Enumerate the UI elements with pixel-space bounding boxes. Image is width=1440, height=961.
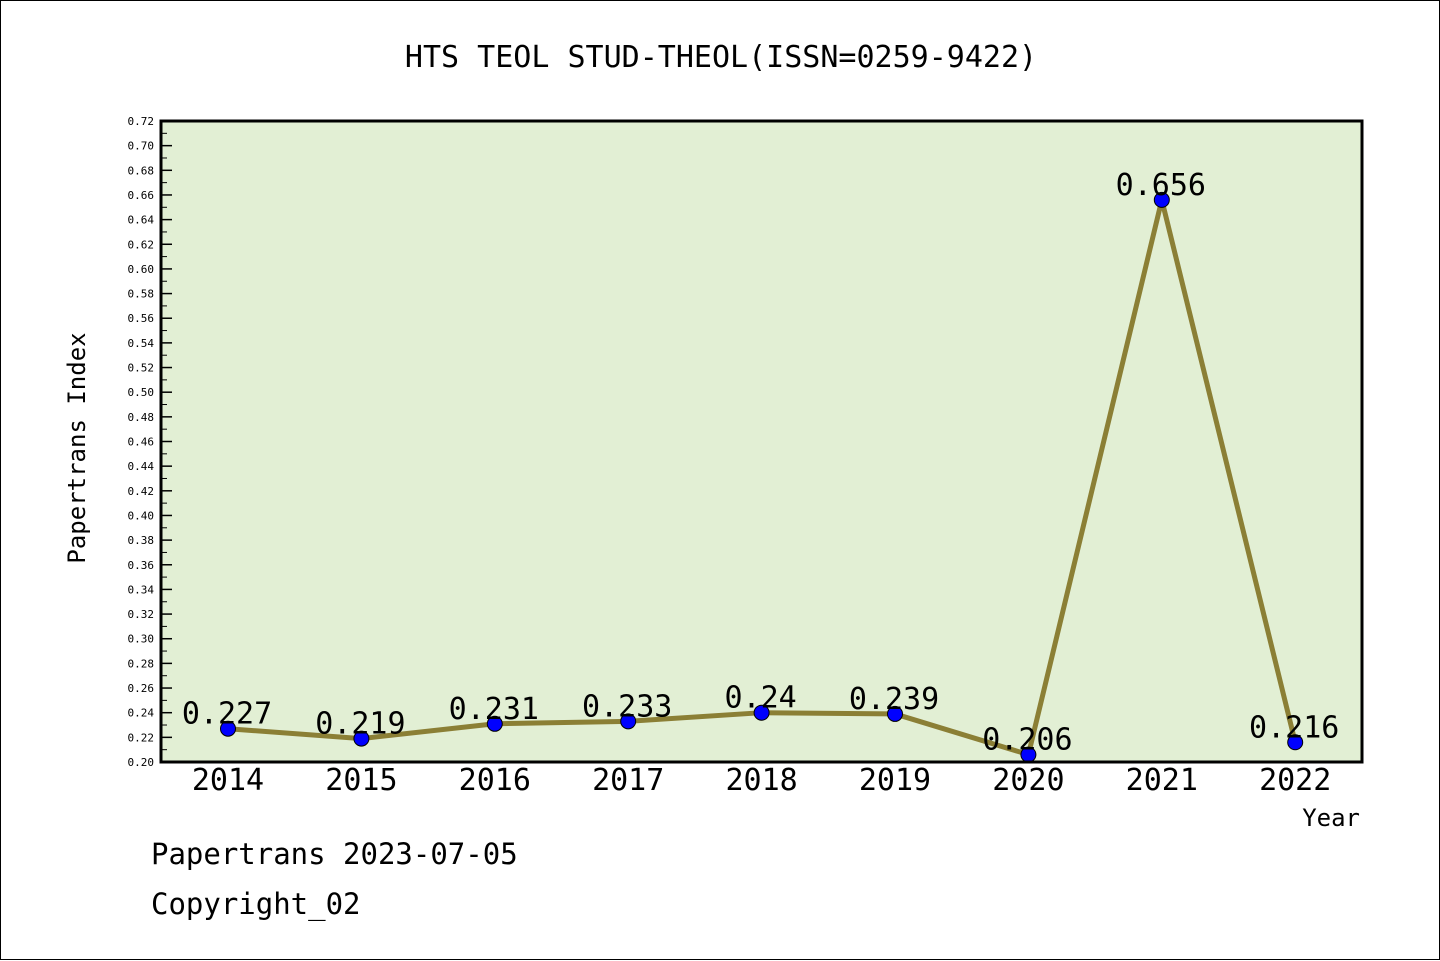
x-tick-label: 2014 [192, 763, 264, 798]
y-tick-label: 0.60 [128, 263, 155, 276]
data-label: 0.233 [582, 689, 672, 724]
series-group [220, 191, 1304, 763]
x-tick-label: 2016 [459, 763, 531, 798]
y-tick-label: 0.22 [128, 731, 155, 744]
y-tick-label: 0.50 [128, 386, 155, 399]
data-point [353, 730, 370, 747]
y-tick-label: 0.54 [128, 337, 155, 350]
data-point [620, 713, 637, 730]
data-point [1287, 734, 1304, 751]
y-tick-label: 0.26 [128, 682, 155, 695]
x-tick-label: 2019 [859, 763, 931, 798]
y-tick-label: 0.34 [128, 583, 155, 596]
y-tick-label: 0.70 [128, 140, 155, 153]
footer-date: Papertrans 2023-07-05 [151, 837, 518, 871]
x-tick-label: 2018 [725, 763, 797, 798]
data-label-group: 0.227 0.219 0.231 0.233 0.24 0.239 0.206 0.656 0… [182, 168, 1340, 758]
y-tick-label: 0.62 [128, 238, 155, 251]
plot-area [161, 121, 1362, 762]
data-point [887, 705, 903, 722]
footer-copyright: Copyright_02 [151, 887, 361, 922]
y-tick-label: 0.46 [128, 436, 155, 449]
y-tick-label: 0.58 [128, 288, 155, 301]
y-tick-label: 0.42 [128, 485, 155, 498]
y-tick-label: 0.38 [128, 534, 155, 547]
data-label: 0.216 [1249, 710, 1339, 745]
x-tick-label: 2017 [592, 763, 664, 798]
data-point [1153, 191, 1170, 208]
data-label: 0.206 [982, 723, 1072, 758]
y-tick-label: 0.64 [128, 214, 155, 227]
data-point [753, 704, 770, 721]
x-tick-label: 2022 [1259, 763, 1331, 798]
x-axis-label: Year [1302, 804, 1360, 832]
data-label: 0.239 [849, 682, 939, 717]
y-axis-label: Papertrans Index [63, 332, 91, 563]
data-point [220, 720, 236, 737]
data-label: 0.24 [724, 681, 796, 716]
y-tick-label: 0.48 [128, 411, 155, 424]
y-tick-label: 0.20 [128, 756, 155, 769]
data-label: 0.219 [315, 707, 405, 742]
y-tick-label: 0.32 [128, 608, 155, 621]
chart-title: HTS TEOL STUD-THEOL(ISSN=0259-9422) [405, 40, 1037, 75]
y-axis: 0.20 0.22 0.24 0.26 0.28 0.30 0.32 0.34 0.36 0.38… [128, 115, 172, 769]
y-tick-label: 0.68 [128, 164, 155, 177]
x-tick-label: 2020 [992, 763, 1064, 798]
x-axis: 2014 2015 2016 2017 2018 2019 2020 2021 2022 [192, 763, 1331, 798]
y-tick-label: 0.66 [128, 189, 155, 202]
y-tick-label: 0.44 [128, 460, 155, 473]
data-label: 0.231 [449, 692, 539, 727]
plot-border [159, 119, 1364, 764]
y-tick-label: 0.28 [128, 657, 155, 670]
y-tick-label: 0.36 [128, 559, 155, 572]
y-tick-label: 0.72 [128, 115, 155, 128]
y-tick-label: 0.30 [128, 633, 155, 646]
data-label: 0.656 [1116, 168, 1206, 203]
data-label: 0.227 [182, 697, 272, 732]
data-point [486, 715, 503, 732]
y-tick-label: 0.52 [128, 362, 155, 375]
y-tick-label: 0.56 [128, 312, 155, 325]
x-tick-label: 2015 [325, 763, 397, 798]
y-tick-label: 0.24 [128, 707, 155, 720]
y-tick-label: 0.40 [128, 509, 155, 522]
x-tick-label: 2021 [1126, 763, 1198, 798]
